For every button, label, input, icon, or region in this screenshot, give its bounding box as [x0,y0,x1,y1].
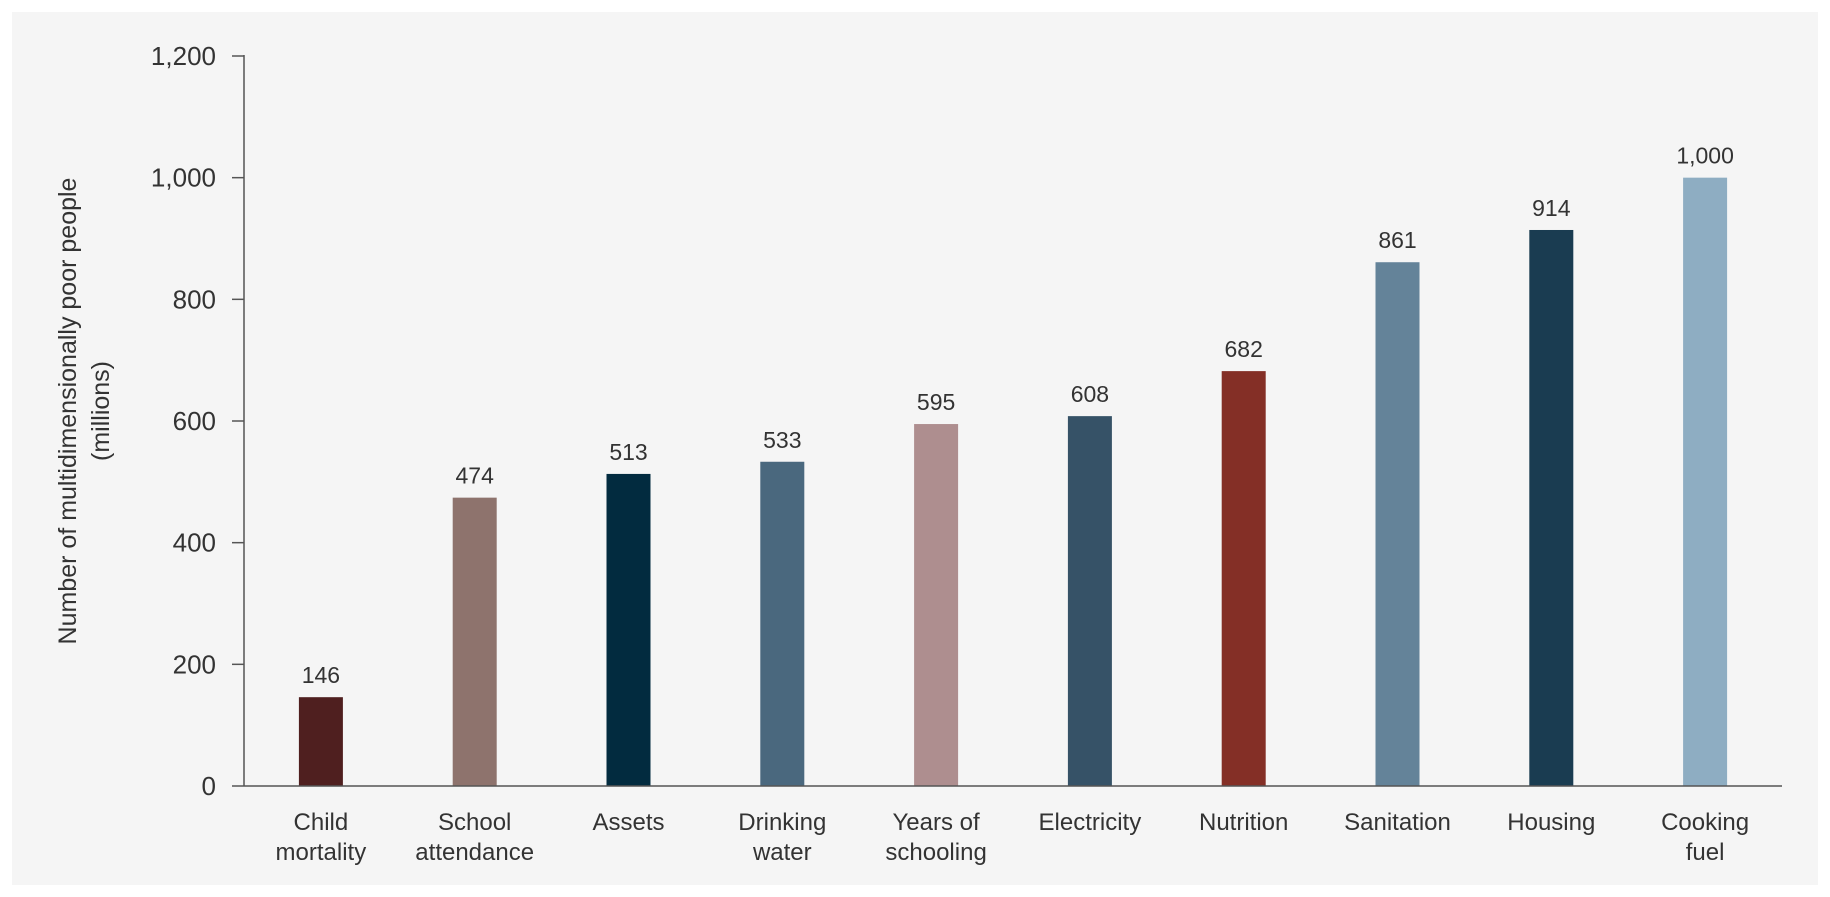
bar [452,497,497,786]
x-category-label: Child mortality [276,809,367,866]
bar-value-label: 682 [1225,336,1263,362]
x-category-label-line: Nutrition [1199,809,1288,836]
y-axis: 0 200 400 600 800 1,000 1,200 [151,41,245,801]
x-category-label-line: Years of [893,809,981,836]
y-tick-label: 600 [173,406,216,436]
x-category-label: Electricity [1039,809,1142,836]
y-axis-label-line: (millions) [87,361,115,461]
x-category-label-line: Sanitation [1344,809,1451,836]
bar [1375,262,1420,787]
bar-value-label: 474 [456,463,495,489]
bar-value-label: 513 [609,439,647,465]
bar-value-label: 595 [917,389,955,415]
y-tick-label: 200 [173,649,216,679]
x-category-label-line: Assets [592,809,664,836]
x-category-label-line: Cooking [1661,809,1749,836]
bar-value-label: 914 [1532,195,1571,221]
x-category-label-line: fuel [1686,839,1725,866]
x-category-label-line: Housing [1507,809,1595,836]
x-category-label-line: Electricity [1039,809,1142,836]
bar [298,697,343,786]
x-category-label-line: School [438,809,511,836]
bar-value-label: 608 [1071,381,1109,407]
y-tick-label: 1,200 [151,41,216,71]
bar [1221,371,1266,786]
x-category-label-line: mortality [276,839,367,866]
y-tick-label: 400 [173,528,216,558]
y-tick-label: 1,000 [151,163,216,193]
bar [1529,229,1574,786]
bar-value-label: 1,000 [1676,143,1734,169]
y-tick-label: 800 [173,284,216,314]
x-category-label-line: Drinking [738,809,826,836]
x-category-label: Assets [592,809,664,836]
y-tick-label: 0 [202,771,216,801]
y-axis-title: Number of multidimensionally poor people… [54,178,115,645]
y-axis-label-line: Number of multidimensionally poor people [54,178,82,645]
x-category-label: Cooking fuel [1661,809,1749,866]
bar [1683,177,1728,786]
y-axis-label: Number of multidimensionally poor people… [54,178,115,645]
bar [760,461,805,786]
x-category-label: Nutrition [1199,809,1288,836]
bar [914,424,959,786]
x-category-label: School attendance [415,809,534,866]
x-category-label: Housing [1507,809,1595,836]
x-category-label-line: Child [294,809,349,836]
x-category-label: Sanitation [1344,809,1451,836]
x-category-label-line: attendance [415,839,534,866]
x-category-label: Drinking water [738,809,826,866]
x-category-label: Years of schooling [885,809,986,866]
bar [606,473,651,786]
bar [1067,416,1112,786]
bar-value-label: 146 [302,662,340,688]
x-category-label-line: schooling [885,839,986,866]
x-category-label-line: water [752,839,812,866]
bar-value-label: 533 [763,427,801,453]
bar-value-label: 861 [1378,227,1416,253]
bars: 146 474 513 533 595 608 682 861 914 1,000 [298,143,1734,787]
x-axis: Child mortality School attendance Assets Drin… [244,785,1782,866]
